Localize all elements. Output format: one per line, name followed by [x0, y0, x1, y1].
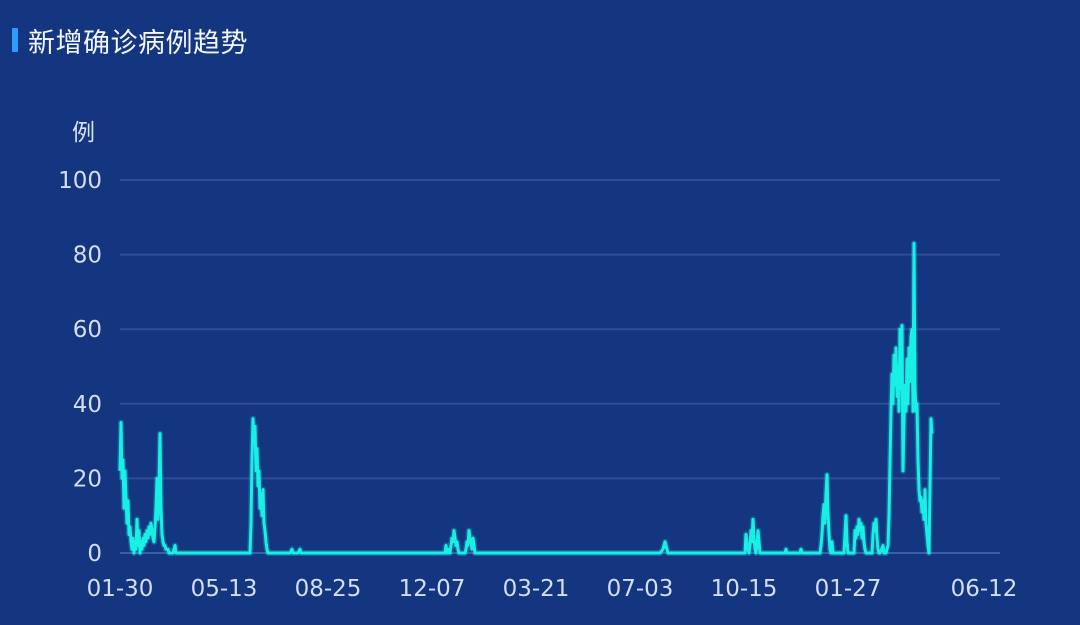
y-tick-label: 40	[73, 392, 102, 418]
chart-title: 新增确诊病例趋势	[28, 27, 248, 59]
title-accent-bar	[12, 28, 18, 52]
y-tick-label: 100	[58, 168, 102, 194]
x-tick-label: 06-12	[951, 576, 1018, 602]
x-tick-label: 10-15	[711, 576, 778, 602]
x-tick-label: 01-27	[815, 576, 882, 602]
y-tick-label: 80	[73, 243, 102, 269]
x-tick-label: 01-30	[87, 576, 154, 602]
x-tick-label: 08-25	[295, 576, 362, 602]
y-axis-unit-label: 例	[72, 120, 95, 146]
chart-title-wrap: 新增确诊病例趋势	[12, 20, 248, 60]
series-layer	[117, 240, 935, 556]
y-tick-label: 60	[73, 317, 102, 343]
y-tick-label: 0	[87, 541, 102, 567]
x-axis-ticks: 01-30 05-13 08-25 12-07 03-21 07-03 10-15 01-27…	[87, 576, 1018, 602]
series-line	[118, 241, 934, 555]
x-tick-label: 07-03	[607, 576, 674, 602]
y-axis-ticks: 0 20 40 60 80 100	[58, 168, 102, 567]
series-line-glow	[117, 240, 935, 556]
x-tick-label: 05-13	[191, 576, 258, 602]
x-tick-label: 03-21	[503, 576, 570, 602]
y-tick-label: 20	[73, 466, 102, 492]
x-tick-label: 12-07	[399, 576, 466, 602]
